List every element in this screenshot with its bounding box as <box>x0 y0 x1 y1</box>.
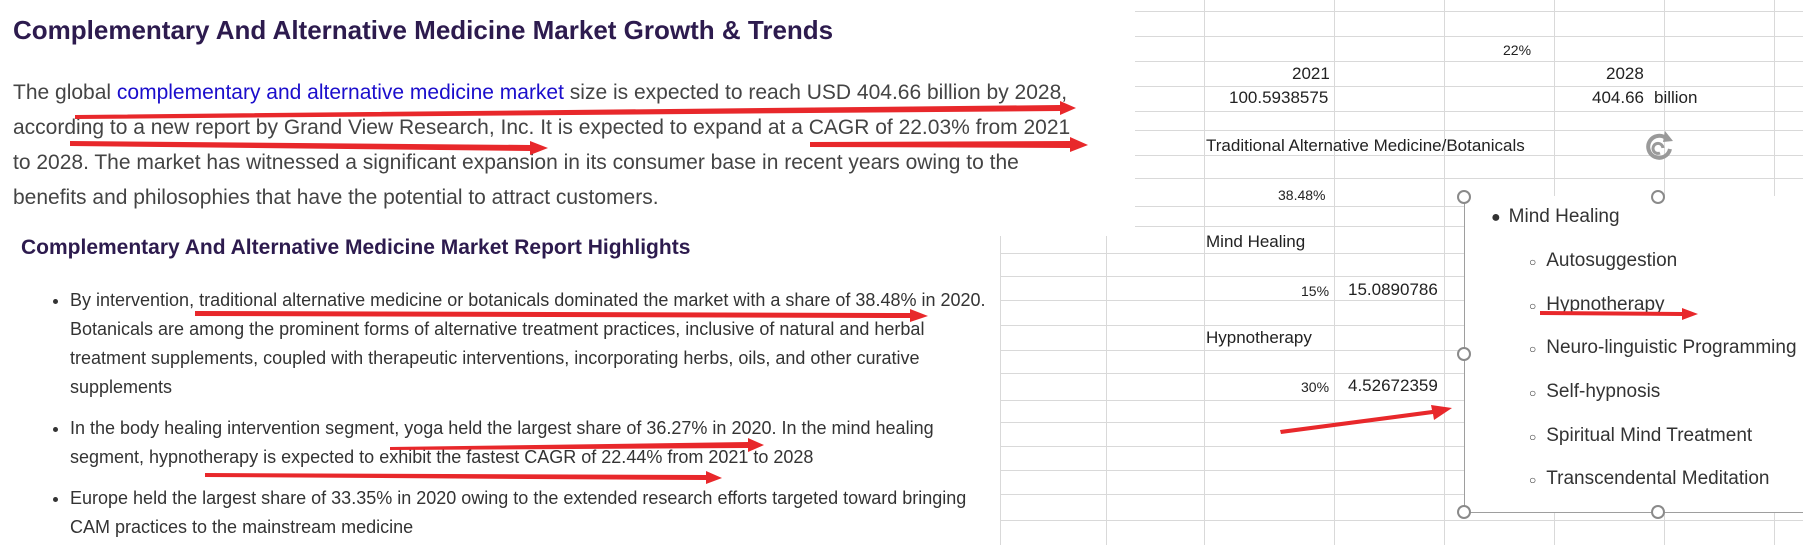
article-bottom <box>0 236 1000 545</box>
grid-line <box>1135 111 1803 112</box>
grid-line <box>1135 61 1803 62</box>
cell-mind-value[interactable]: 15.0890786 <box>1348 280 1438 299</box>
grid-line <box>1444 0 1445 545</box>
rotate-icon[interactable] <box>1641 129 1677 165</box>
grid-line <box>1000 276 1135 277</box>
grid-line <box>1000 350 1135 351</box>
resize-handle-top-left[interactable] <box>1457 190 1471 204</box>
cell-value-start[interactable]: 100.5938575 <box>1229 88 1329 107</box>
grid-line <box>1135 130 1803 131</box>
cell-hypno-pct[interactable]: 30% <box>1301 379 1330 395</box>
grid-line <box>1334 0 1335 545</box>
highlight-item: Europe held the largest share of 33.35% … <box>70 484 1000 542</box>
cell-year-end[interactable]: 2028 <box>1606 64 1644 83</box>
highlight-item: In the body healing intervention segment… <box>70 414 1000 472</box>
resize-handle-left[interactable] <box>1457 347 1471 361</box>
bullet-dot-icon: ● <box>1491 209 1501 226</box>
text-box-subitem[interactable]: ○ Self-hypnosis <box>1529 381 1661 402</box>
cell-botanicals-share[interactable]: 38.48% <box>1278 187 1326 203</box>
article-top: Complementary And Alternative Medicine M… <box>0 0 1135 236</box>
bullet-circle-icon: ○ <box>1529 255 1537 269</box>
grid-line <box>1106 236 1107 545</box>
text-box-subitem[interactable]: ○ Transcendental Meditation <box>1529 468 1770 489</box>
text-box-subitem[interactable]: ○ Spiritual Mind Treatment <box>1529 425 1753 446</box>
resize-handle-bottom-left[interactable] <box>1457 505 1471 519</box>
grid-line <box>1000 494 1135 495</box>
resize-handle-top[interactable] <box>1651 190 1665 204</box>
cell-unit[interactable]: billion <box>1654 88 1698 107</box>
cell-mind-label[interactable]: Mind Healing <box>1206 232 1306 251</box>
grid-line <box>1000 325 1135 326</box>
bullet-circle-icon: ○ <box>1529 299 1537 313</box>
grid-line <box>1000 253 1135 254</box>
grid-line <box>1135 86 1803 87</box>
cell-year-start[interactable]: 2021 <box>1292 64 1330 83</box>
cell-mind-pct[interactable]: 15% <box>1301 283 1330 299</box>
grid-line <box>1204 0 1205 545</box>
highlight-item: By intervention, traditional alternative… <box>70 286 1000 402</box>
grid-line <box>1000 520 1135 521</box>
grid-line <box>1000 446 1135 447</box>
grid-line <box>1135 178 1803 179</box>
bullet-circle-icon: ○ <box>1529 430 1537 444</box>
text-box[interactable]: ● Mind Healing ○ Autosuggestion ○ Hypnother… <box>1464 196 1803 513</box>
grid-line <box>1000 400 1135 401</box>
grid-line <box>1135 11 1803 12</box>
grid-line <box>1000 373 1135 374</box>
cell-botanicals-label[interactable]: Traditional Alternative Medicine/Botanic… <box>1206 136 1525 155</box>
bullet-circle-icon: ○ <box>1529 386 1537 400</box>
grid-line <box>1135 520 1803 521</box>
highlights-heading: Complementary And Alternative Medicine M… <box>21 236 691 259</box>
grid-line <box>1000 300 1135 301</box>
text-box-subitem[interactable]: ○ Autosuggestion <box>1529 250 1678 271</box>
bullet-circle-icon: ○ <box>1529 473 1537 487</box>
grid-line <box>1135 36 1803 37</box>
cell-hypno-label[interactable]: Hypnotherapy <box>1206 328 1312 347</box>
cell-value-end[interactable]: 404.66 <box>1592 88 1644 107</box>
text-box-subitem[interactable]: ○ Neuro-linguistic Programming <box>1529 337 1797 358</box>
bullet-circle-icon: ○ <box>1529 342 1537 356</box>
grid-line <box>1000 470 1135 471</box>
grid-line <box>1135 155 1803 156</box>
cell-hypno-value[interactable]: 4.52672359 <box>1348 376 1438 395</box>
intro-paragraph: The global complementary and alternative… <box>13 81 1071 209</box>
text-box-subitem[interactable]: ○ Hypnotherapy <box>1529 294 1665 315</box>
cell-cagr[interactable]: 22% <box>1503 42 1532 58</box>
resize-handle-bottom[interactable] <box>1651 505 1665 519</box>
spreadsheet-lower <box>1000 236 1135 545</box>
page-title: Complementary And Alternative Medicine M… <box>13 15 834 45</box>
highlights-list: By intervention, traditional alternative… <box>50 286 1000 554</box>
grid-line <box>1000 422 1135 423</box>
grid-line <box>1000 236 1001 545</box>
text-box-item[interactable]: ● Mind Healing <box>1491 206 1620 227</box>
market-link[interactable]: complementary and alternative medicine m… <box>116 81 564 104</box>
